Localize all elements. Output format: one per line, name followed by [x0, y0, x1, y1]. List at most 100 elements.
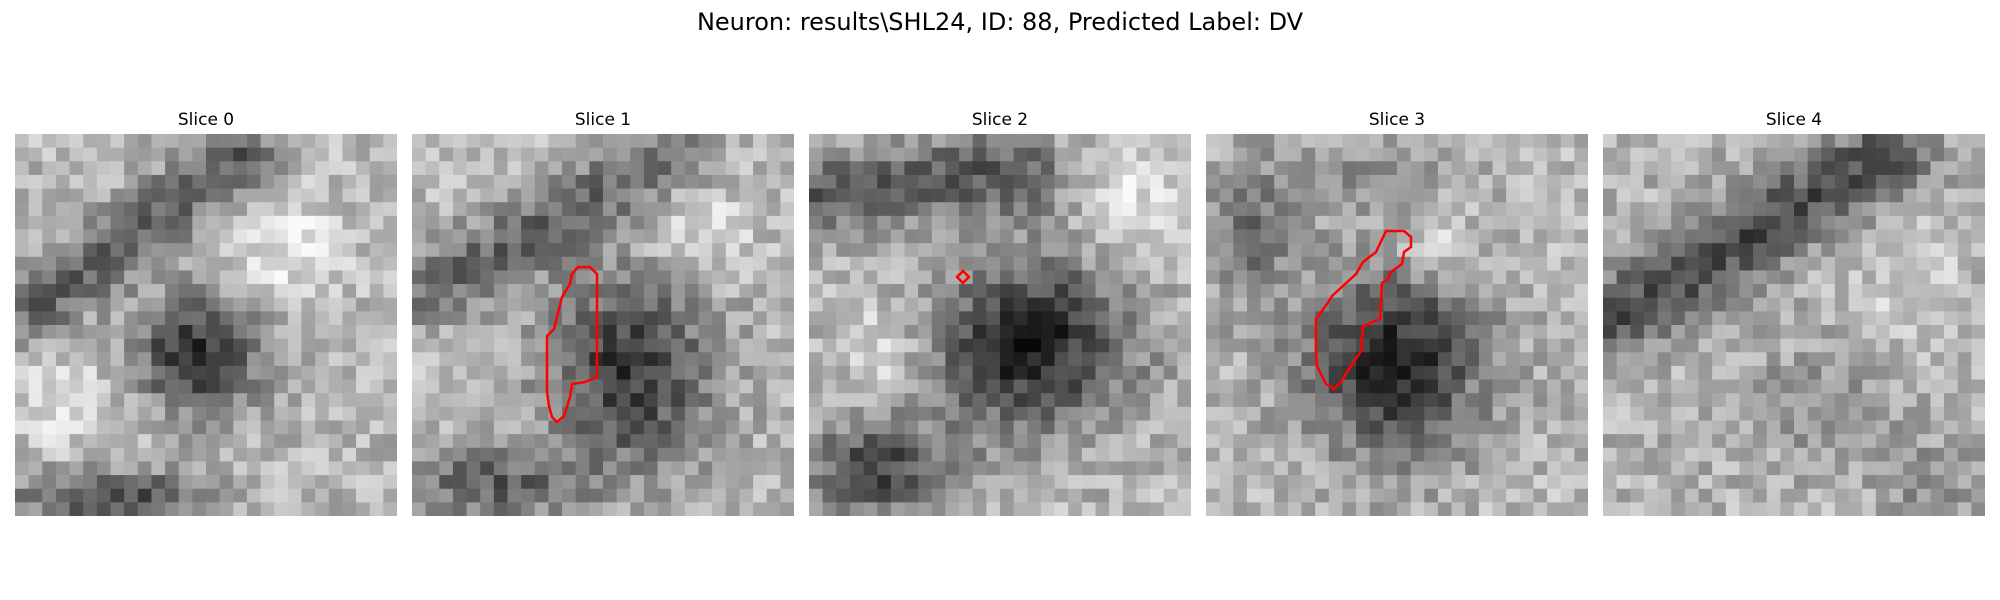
- image-pixel: [630, 297, 645, 312]
- image-pixel: [42, 311, 57, 326]
- image-pixel: [877, 379, 892, 394]
- image-pixel: [369, 338, 384, 353]
- image-pixel: [1643, 270, 1659, 285]
- image-pixel: [1451, 434, 1466, 449]
- image-pixel: [1109, 161, 1124, 176]
- image-pixel: [1356, 188, 1371, 203]
- image-pixel: [684, 393, 700, 408]
- image-pixel: [1122, 488, 1138, 503]
- image-pixel: [562, 311, 577, 326]
- image-pixel: [1150, 461, 1165, 476]
- image-pixel: [96, 406, 112, 422]
- image-pixel: [480, 406, 495, 422]
- image-pixel: [137, 134, 153, 149]
- image-pixel: [1603, 243, 1618, 258]
- image-pixel: [1451, 188, 1466, 203]
- image-pixel: [1177, 311, 1191, 326]
- image-pixel: [877, 502, 892, 516]
- image-pixel: [1957, 256, 1972, 272]
- image-pixel: [69, 379, 84, 394]
- image-pixel: [1547, 284, 1562, 299]
- image-pixel: [1671, 270, 1686, 285]
- image-pixel: [124, 147, 139, 162]
- image-pixel: [1356, 147, 1371, 162]
- image-pixel: [1274, 202, 1289, 217]
- image-pixel: [1136, 447, 1151, 463]
- image-pixel: [342, 379, 357, 394]
- image-pixel: [206, 202, 221, 217]
- image-pixel: [1574, 352, 1588, 367]
- image-pixel: [1848, 447, 1863, 463]
- image-pixel: [809, 161, 824, 176]
- image-pixel: [1013, 188, 1028, 203]
- image-pixel: [1397, 420, 1412, 435]
- image-pixel: [301, 174, 316, 190]
- image-pixel: [1957, 352, 1972, 367]
- image-pixel: [137, 284, 153, 299]
- image-pixel: [671, 134, 686, 149]
- image-pixel: [589, 188, 604, 203]
- image-pixel: [274, 393, 289, 408]
- image-pixel: [301, 325, 316, 340]
- image-pixel: [849, 256, 865, 272]
- image-pixel: [753, 338, 768, 353]
- image-pixel: [521, 406, 536, 422]
- image-pixel: [1328, 406, 1344, 422]
- image-pixel: [480, 202, 495, 217]
- image-pixel: [534, 365, 550, 381]
- image-pixel: [739, 202, 754, 217]
- image-pixel: [28, 352, 43, 367]
- image-pixel: [1780, 393, 1795, 408]
- image-pixel: [315, 434, 330, 449]
- image-pixel: [1260, 297, 1275, 312]
- image-pixel: [233, 379, 248, 394]
- image-pixel: [1000, 134, 1015, 149]
- image-pixel: [28, 297, 43, 312]
- image-pixel: [412, 147, 427, 162]
- image-pixel: [1219, 161, 1234, 176]
- image-pixel: [1712, 488, 1727, 503]
- image-pixel: [1150, 270, 1165, 285]
- image-pixel: [1027, 174, 1042, 190]
- image-pixel: [657, 256, 672, 272]
- image-pixel: [1163, 352, 1178, 367]
- image-pixel: [439, 147, 454, 162]
- image-pixel: [1315, 502, 1330, 516]
- image-pixel: [1233, 406, 1248, 422]
- image-pixel: [15, 311, 30, 326]
- image-pixel: [753, 188, 768, 203]
- image-pixel: [1274, 188, 1289, 203]
- image-pixel: [1451, 229, 1466, 244]
- image-pixel: [219, 256, 234, 272]
- image-pixel: [96, 488, 112, 503]
- image-pixel: [712, 134, 727, 149]
- image-pixel: [1862, 256, 1877, 272]
- image-pixel: [1177, 202, 1191, 217]
- image-pixel: [904, 379, 919, 394]
- image-pixel: [466, 215, 481, 231]
- image-pixel: [1054, 311, 1069, 326]
- image-pixel: [165, 461, 180, 476]
- image-pixel: [1233, 420, 1248, 435]
- image-pixel: [1875, 475, 1891, 490]
- image-pixel: [890, 202, 906, 217]
- image-pixel: [1519, 311, 1535, 326]
- image-pixel: [1753, 393, 1768, 408]
- image-pixel: [684, 406, 700, 422]
- image-pixel: [452, 447, 468, 463]
- image-pixel: [766, 461, 781, 476]
- image-pixel: [1315, 174, 1330, 190]
- image-pixel: [1684, 134, 1700, 149]
- image-pixel: [822, 229, 837, 244]
- image-pixel: [369, 188, 384, 203]
- image-pixel: [1533, 325, 1548, 340]
- image-pixel: [110, 297, 125, 312]
- image-pixel: [28, 147, 43, 162]
- image-pixel: [1437, 447, 1453, 463]
- image-pixel: [356, 325, 371, 340]
- image-pixel: [630, 325, 645, 340]
- image-pixel: [1233, 365, 1248, 381]
- image-pixel: [1274, 270, 1289, 285]
- image-pixel: [110, 393, 125, 408]
- image-pixel: [1095, 297, 1110, 312]
